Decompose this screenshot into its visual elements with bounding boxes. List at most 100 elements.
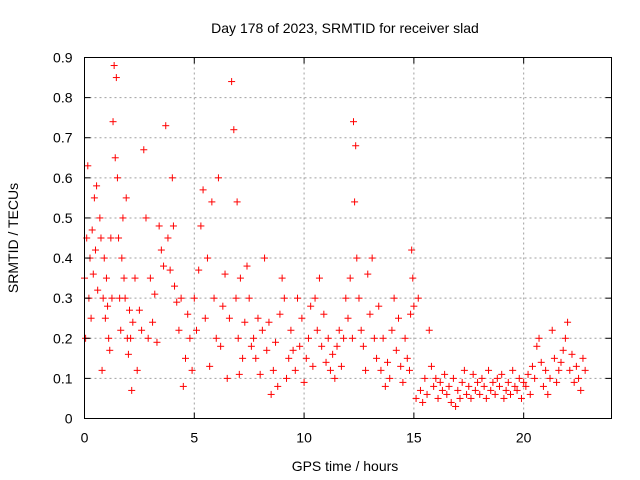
data-point bbox=[349, 118, 357, 126]
data-point bbox=[566, 366, 574, 374]
data-point bbox=[359, 342, 367, 350]
data-point bbox=[489, 378, 497, 386]
data-point bbox=[177, 294, 185, 302]
data-point bbox=[509, 366, 517, 374]
data-point bbox=[555, 366, 563, 374]
data-point bbox=[233, 198, 241, 206]
data-point bbox=[105, 334, 113, 342]
data-point bbox=[296, 342, 304, 350]
data-point bbox=[353, 254, 361, 262]
data-point bbox=[309, 362, 317, 370]
data-point bbox=[98, 366, 106, 374]
data-point bbox=[258, 326, 266, 334]
data-point bbox=[458, 378, 466, 386]
y-tick-label: 0.5 bbox=[53, 210, 73, 226]
data-point bbox=[228, 78, 236, 86]
data-point bbox=[254, 314, 262, 322]
data-point bbox=[467, 394, 475, 402]
y-tick-label: 0 bbox=[65, 411, 73, 427]
data-point bbox=[166, 266, 174, 274]
data-point bbox=[537, 358, 545, 366]
data-point bbox=[438, 386, 446, 394]
data-point bbox=[168, 174, 176, 182]
data-point bbox=[219, 302, 227, 310]
data-point bbox=[491, 390, 499, 398]
data-point bbox=[577, 386, 585, 394]
data-point bbox=[517, 394, 525, 402]
data-point bbox=[471, 386, 479, 394]
data-point bbox=[278, 274, 286, 282]
data-point bbox=[300, 378, 308, 386]
data-point bbox=[399, 378, 407, 386]
y-tick-label: 0.3 bbox=[53, 290, 73, 306]
data-point bbox=[542, 366, 550, 374]
data-point bbox=[423, 390, 431, 398]
data-point bbox=[131, 274, 139, 282]
data-point bbox=[513, 386, 521, 394]
data-point bbox=[113, 174, 121, 182]
data-point bbox=[119, 214, 127, 222]
data-point bbox=[179, 382, 187, 390]
data-point bbox=[186, 334, 194, 342]
x-tick-label: 10 bbox=[296, 430, 312, 446]
data-point bbox=[96, 214, 104, 222]
data-point bbox=[335, 326, 343, 334]
data-point bbox=[463, 390, 471, 398]
data-point bbox=[272, 338, 280, 346]
data-point bbox=[410, 302, 418, 310]
data-point bbox=[456, 394, 464, 402]
x-axis-ticks: 0 5 10 15 20 bbox=[81, 57, 532, 446]
data-point bbox=[104, 302, 112, 310]
data-point bbox=[469, 370, 477, 378]
data-point bbox=[384, 358, 392, 366]
data-point bbox=[377, 366, 385, 374]
data-point bbox=[351, 198, 359, 206]
data-point bbox=[557, 358, 565, 366]
data-point bbox=[331, 374, 339, 382]
data-point bbox=[434, 394, 442, 402]
data-point bbox=[108, 294, 116, 302]
data-point bbox=[135, 306, 143, 314]
data-point bbox=[544, 390, 552, 398]
data-point bbox=[241, 318, 249, 326]
data-point bbox=[201, 314, 209, 322]
data-point bbox=[425, 326, 433, 334]
data-point bbox=[223, 374, 231, 382]
data-point bbox=[344, 314, 352, 322]
x-axis-label: GPS time / hours bbox=[292, 458, 399, 474]
data-point bbox=[575, 374, 583, 382]
data-point bbox=[346, 274, 354, 282]
data-point bbox=[553, 378, 561, 386]
data-point bbox=[91, 246, 99, 254]
y-tick-label: 0.2 bbox=[53, 330, 73, 346]
data-point bbox=[340, 334, 348, 342]
data-point bbox=[234, 334, 242, 342]
data-point bbox=[190, 294, 198, 302]
data-point bbox=[333, 342, 341, 350]
data-point bbox=[109, 118, 117, 126]
data-point bbox=[506, 390, 514, 398]
data-point bbox=[155, 222, 163, 230]
data-point bbox=[138, 326, 146, 334]
data-point bbox=[280, 294, 288, 302]
data-point bbox=[88, 226, 96, 234]
data-point bbox=[100, 254, 108, 262]
data-point bbox=[401, 334, 409, 342]
data-point bbox=[122, 194, 130, 202]
data-point bbox=[337, 362, 345, 370]
x-tick-label: 15 bbox=[406, 430, 422, 446]
data-point bbox=[111, 154, 119, 162]
data-point bbox=[430, 382, 438, 390]
data-point bbox=[443, 390, 451, 398]
data-point bbox=[445, 382, 453, 390]
data-point bbox=[407, 310, 415, 318]
data-point bbox=[357, 326, 365, 334]
data-point bbox=[133, 366, 141, 374]
data-point bbox=[449, 374, 457, 382]
data-point bbox=[421, 374, 429, 382]
data-point bbox=[243, 262, 251, 270]
y-tick-label: 0.7 bbox=[53, 130, 73, 146]
data-point bbox=[221, 270, 229, 278]
data-point bbox=[355, 294, 363, 302]
data-point bbox=[561, 334, 569, 342]
